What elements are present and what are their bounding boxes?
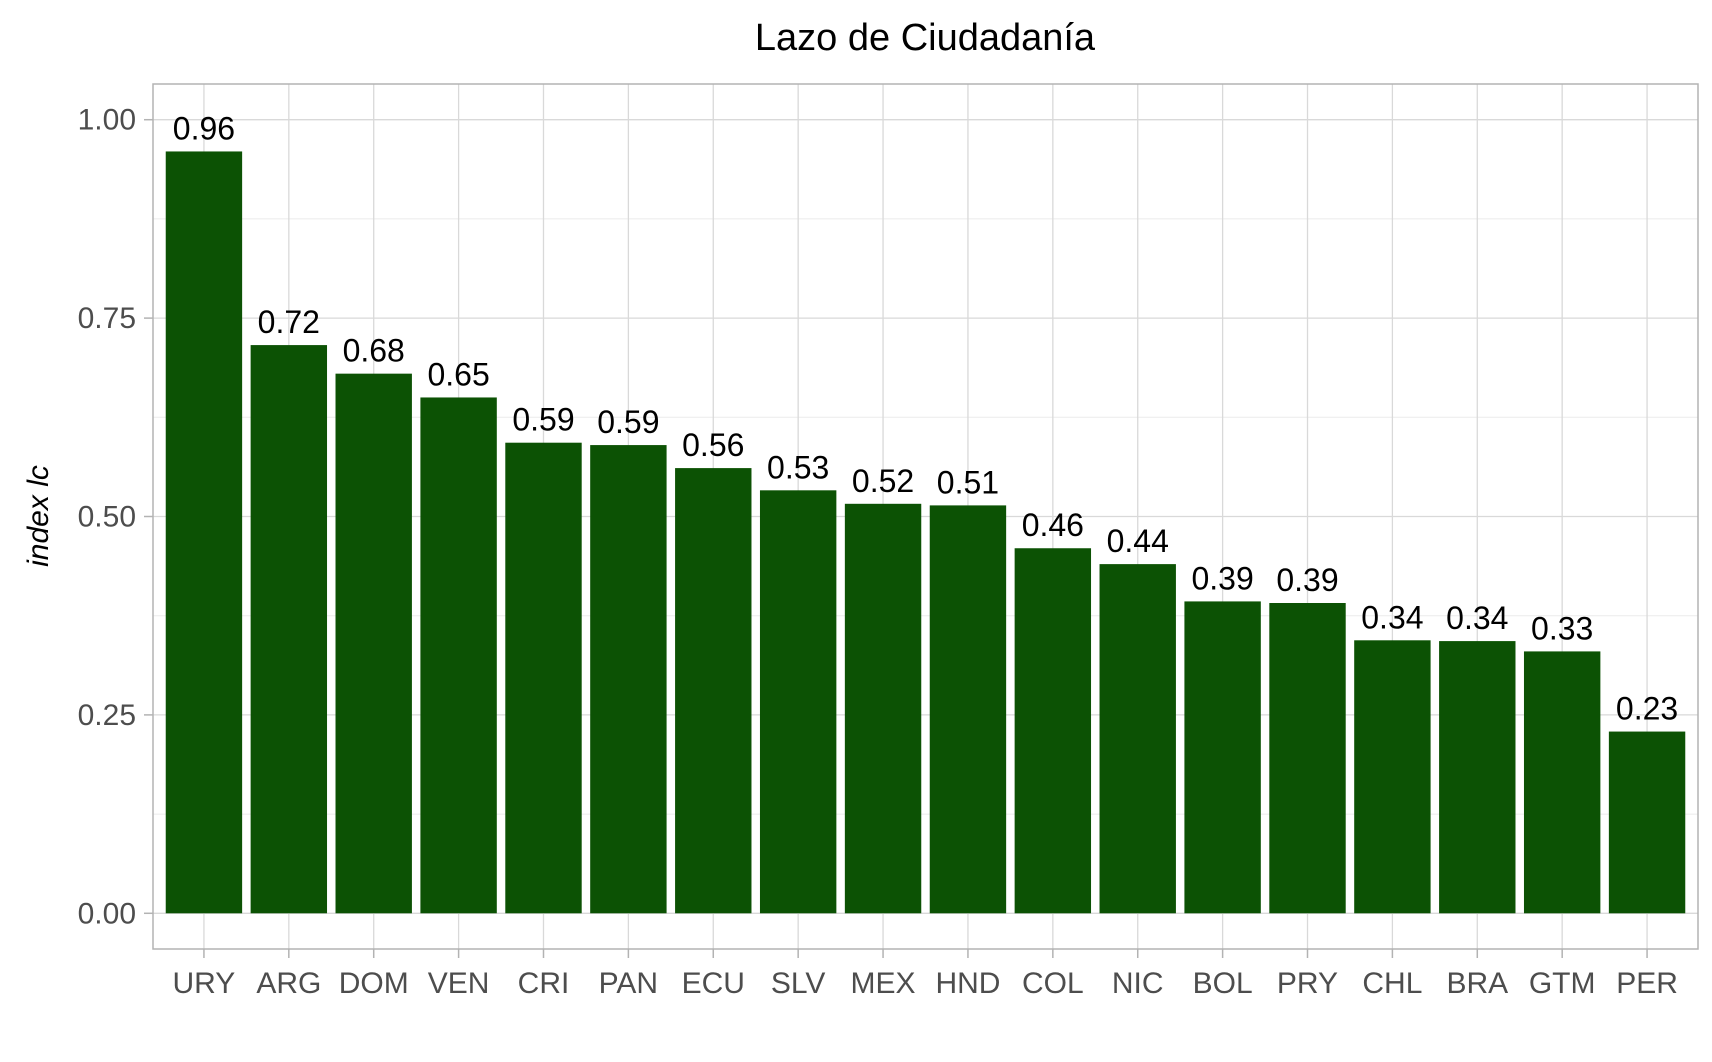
y-axis-label: index lc: [22, 465, 55, 567]
x-tick-label-col: COL: [1022, 967, 1084, 1000]
y-axis: 0.00 0.25 0.50 0.75 1.00: [78, 104, 153, 930]
data-label-cri: 0.59: [512, 402, 574, 438]
x-tick-label-bol: BOL: [1193, 967, 1253, 1000]
bar-cri: [505, 442, 582, 914]
data-label-dom: 0.68: [343, 333, 405, 369]
x-tick-label-mex: MEX: [851, 967, 916, 1000]
chart-title: Lazo de Ciudadanía: [755, 17, 1096, 59]
bar-gtm: [1523, 651, 1601, 914]
bars: [165, 151, 1686, 914]
y-tick-label: 0.75: [78, 302, 136, 335]
data-label-ecu: 0.56: [682, 427, 744, 463]
x-tick-label-pan: PAN: [599, 967, 658, 1000]
x-tick-label-nic: NIC: [1112, 967, 1164, 1000]
data-label-ven: 0.65: [427, 356, 489, 392]
bar-nic: [1099, 564, 1176, 914]
data-label-pry: 0.39: [1276, 562, 1338, 598]
data-label-mex: 0.52: [852, 463, 914, 499]
bar-col: [1014, 548, 1092, 914]
y-tick-label: 0.50: [78, 501, 136, 534]
x-tick-label-hnd: HND: [935, 967, 1000, 1000]
x-tick-label-arg: ARG: [256, 967, 321, 1000]
y-tick-label: 0.25: [78, 699, 136, 732]
bar-mex: [844, 503, 922, 914]
x-tick-label-ecu: ECU: [682, 967, 745, 1000]
data-label-pan: 0.59: [597, 404, 659, 440]
x-tick-label-ven: VEN: [428, 967, 490, 1000]
bar-dom: [335, 373, 412, 914]
bar-slv: [759, 490, 837, 914]
y-tick-label: 1.00: [78, 104, 136, 137]
x-tick-label-slv: SLV: [771, 967, 825, 1000]
data-labels: 0.96 0.72 0.68 0.65 0.59 0.59 0.56 0.53 0.52 0.51…: [173, 110, 1678, 726]
bar-chl: [1354, 640, 1431, 914]
bar-ury: [165, 151, 243, 914]
x-tick-label-dom: DOM: [339, 967, 409, 1000]
bar-ven: [420, 397, 497, 914]
x-tick-label-pry: PRY: [1277, 967, 1338, 1000]
x-tick-label-per: PER: [1616, 967, 1678, 1000]
data-label-slv: 0.53: [767, 449, 829, 485]
data-label-gtm: 0.33: [1531, 610, 1593, 646]
data-label-chl: 0.34: [1361, 599, 1423, 635]
bar-pry: [1269, 603, 1346, 914]
data-label-nic: 0.44: [1107, 523, 1169, 559]
data-label-per: 0.23: [1616, 691, 1678, 727]
data-label-hnd: 0.51: [937, 464, 999, 500]
data-label-arg: 0.72: [258, 304, 320, 340]
data-label-bol: 0.39: [1191, 560, 1253, 596]
x-tick-label-cri: CRI: [518, 967, 570, 1000]
data-label-ury: 0.96: [173, 110, 235, 146]
data-label-bra: 0.34: [1446, 600, 1508, 636]
bar-bra: [1439, 641, 1516, 914]
x-tick-label-chl: CHL: [1362, 967, 1422, 1000]
data-label-col: 0.46: [1022, 507, 1084, 543]
y-tick-label: 0.00: [78, 897, 136, 930]
bar-pan: [590, 445, 667, 914]
bar-hnd: [929, 505, 1007, 914]
x-tick-label-ury: URY: [173, 967, 236, 1000]
x-tick-label-gtm: GTM: [1529, 967, 1596, 1000]
x-tick-label-bra: BRA: [1446, 967, 1508, 1000]
bar-per: [1608, 731, 1686, 914]
bar-arg: [250, 345, 328, 914]
x-axis: URY ARG DOM VEN CRI PAN ECU SLV MEX HND COL NIC BOL P…: [173, 949, 1678, 1000]
bar-ecu: [675, 468, 752, 914]
bar-bol: [1184, 601, 1261, 914]
